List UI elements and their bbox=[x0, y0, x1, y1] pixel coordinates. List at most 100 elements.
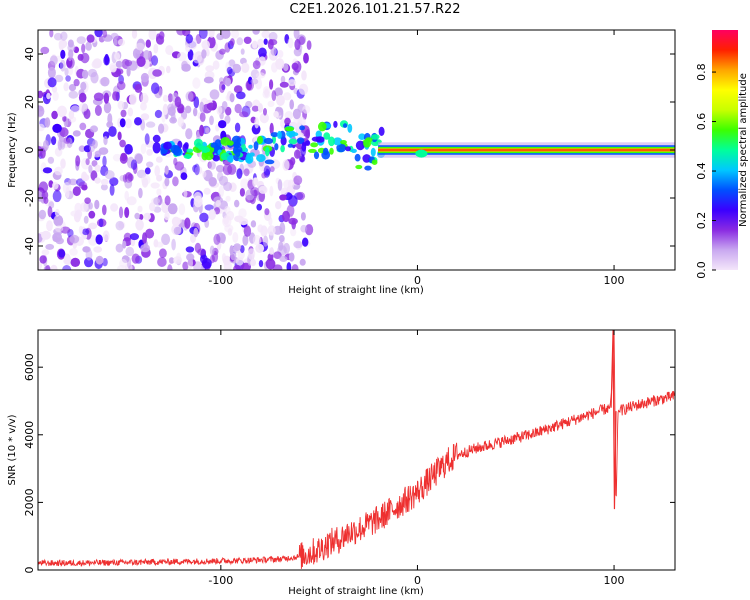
noise-blob bbox=[263, 86, 271, 96]
noise-blob bbox=[143, 50, 151, 60]
noise-blob bbox=[263, 108, 267, 116]
noise-blob bbox=[47, 77, 57, 88]
noise-blob bbox=[199, 101, 204, 113]
tone-blob bbox=[415, 149, 428, 158]
noise-blob bbox=[41, 249, 50, 256]
noise-blob bbox=[212, 60, 220, 70]
noise-blob bbox=[193, 96, 200, 109]
noise-blob bbox=[239, 111, 249, 118]
noise-blob bbox=[103, 92, 110, 104]
noise-blob bbox=[199, 212, 209, 223]
noise-blob bbox=[230, 30, 240, 39]
noise-blob bbox=[284, 117, 291, 126]
noise-blob bbox=[114, 52, 121, 61]
noise-blob bbox=[73, 78, 80, 87]
noise-blob bbox=[149, 202, 156, 212]
noise-blob bbox=[85, 158, 90, 166]
noise-blob bbox=[134, 117, 142, 126]
noise-blob bbox=[124, 190, 129, 201]
noise-blob bbox=[218, 120, 227, 129]
colorbar-axis: 0.0 0.2 0.4 0.6 0.8 bbox=[695, 63, 716, 279]
noise-blob bbox=[239, 188, 245, 197]
noise-blob bbox=[291, 62, 299, 71]
noise-blob bbox=[58, 39, 68, 49]
noise-blob bbox=[45, 243, 55, 250]
spectrogram-y-axis-label: Frequency (Hz) bbox=[7, 112, 18, 188]
noise-blob bbox=[103, 55, 110, 66]
noise-blob bbox=[280, 75, 286, 84]
tone-blob bbox=[355, 164, 363, 170]
tone-blob bbox=[333, 120, 338, 128]
tone-band bbox=[378, 149, 675, 151]
noise-blob bbox=[173, 226, 182, 235]
noise-blob bbox=[283, 242, 290, 254]
noise-blob bbox=[286, 204, 295, 217]
tone-blob bbox=[264, 159, 275, 165]
noise-blob bbox=[166, 65, 171, 74]
noise-blob bbox=[185, 128, 193, 140]
noise-blob bbox=[78, 92, 87, 103]
noise-blob bbox=[102, 30, 108, 38]
noise-blob bbox=[233, 85, 243, 94]
noise-blob bbox=[155, 156, 163, 163]
x-tick-label: -100 bbox=[208, 574, 233, 587]
noise-blob bbox=[230, 38, 235, 46]
noise-blob bbox=[81, 174, 90, 182]
tone-blob bbox=[355, 140, 365, 151]
tone-blob bbox=[296, 137, 305, 144]
noise-blob bbox=[117, 100, 125, 110]
noise-blob bbox=[250, 220, 257, 228]
noise-blob bbox=[69, 248, 78, 256]
noise-blob bbox=[197, 248, 207, 256]
noise-blob bbox=[257, 38, 264, 48]
noise-blob bbox=[100, 178, 109, 186]
noise-blob bbox=[279, 194, 287, 201]
noise-blob bbox=[232, 63, 242, 74]
noise-blob bbox=[77, 53, 84, 61]
noise-blob bbox=[208, 161, 216, 170]
noise-blob bbox=[64, 253, 71, 265]
snr-series-line bbox=[38, 330, 675, 569]
noise-blob bbox=[119, 153, 128, 164]
noise-blob bbox=[154, 109, 163, 119]
noise-blob bbox=[290, 227, 297, 237]
noise-blob bbox=[302, 105, 311, 114]
noise-blob bbox=[193, 195, 203, 208]
noise-blob bbox=[134, 212, 140, 220]
tone-blob bbox=[270, 132, 279, 138]
noise-blob bbox=[145, 228, 155, 239]
noise-blob bbox=[63, 137, 71, 144]
tone-blob bbox=[263, 137, 274, 145]
noise-blob bbox=[153, 206, 162, 213]
noise-blob bbox=[182, 261, 189, 270]
noise-blob bbox=[91, 160, 98, 167]
noise-blob bbox=[236, 91, 246, 100]
noise-blob bbox=[198, 30, 208, 39]
noise-blob bbox=[258, 260, 264, 268]
noise-blob bbox=[161, 111, 166, 123]
noise-blob bbox=[38, 90, 44, 99]
noise-blob bbox=[185, 43, 191, 53]
noise-blob bbox=[94, 199, 100, 210]
noise-blob bbox=[192, 77, 201, 89]
noise-blob bbox=[94, 105, 102, 116]
noise-blob bbox=[78, 145, 86, 152]
noise-blob bbox=[144, 133, 150, 145]
noise-blob bbox=[240, 48, 245, 55]
noise-blob bbox=[53, 32, 63, 41]
colorbar-tick-label: 0.2 bbox=[695, 212, 708, 230]
noise-blob bbox=[205, 65, 215, 72]
noise-blob bbox=[288, 252, 295, 262]
noise-blob bbox=[194, 163, 200, 176]
noise-blob bbox=[259, 112, 269, 124]
noise-blob bbox=[88, 202, 93, 210]
noise-blob bbox=[79, 122, 87, 131]
noise-blob bbox=[119, 258, 128, 268]
tone-blob bbox=[201, 146, 210, 154]
noise-blob bbox=[60, 158, 66, 169]
noise-blob bbox=[140, 92, 149, 105]
noise-blob bbox=[224, 205, 231, 215]
noise-blob bbox=[293, 175, 303, 185]
tone-blob bbox=[186, 148, 194, 153]
